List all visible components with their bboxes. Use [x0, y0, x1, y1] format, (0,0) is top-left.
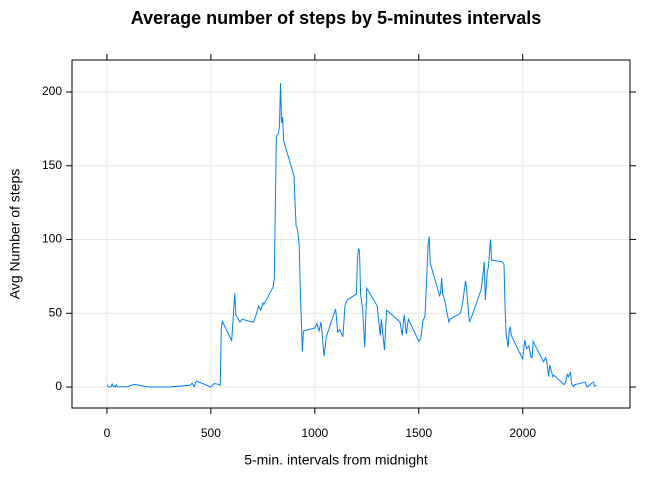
x-tick-label: 2000 — [509, 426, 536, 440]
chart-title: Average number of steps by 5-minutes int… — [131, 8, 541, 28]
y-tick-label: 150 — [42, 158, 62, 172]
y-tick-label: 100 — [42, 232, 62, 246]
y-tick-label: 0 — [55, 379, 62, 393]
x-tick-label: 500 — [201, 426, 221, 440]
x-tick-label: 1000 — [301, 426, 328, 440]
y-tick-label: 50 — [49, 305, 63, 319]
y-axis-label: Avg Number of steps — [7, 169, 23, 299]
y-tick-label: 200 — [42, 84, 62, 98]
x-tick-label: 0 — [104, 426, 111, 440]
plot-frame — [71, 59, 631, 409]
x-axis-label: 5-min. intervals from midnight — [244, 452, 428, 468]
data-line — [106, 83, 597, 388]
x-tick-label: 1500 — [405, 426, 432, 440]
